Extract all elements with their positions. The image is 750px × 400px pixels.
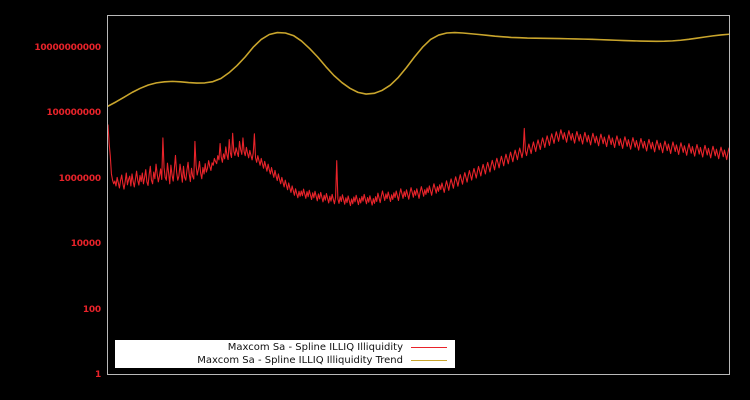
y-tick-label: 1: [94, 370, 101, 380]
y-tick-label: 100: [82, 304, 101, 315]
legend-label-illiquidity-trend: Maxcom Sa - Spline ILLIQ Illiquidity Tre…: [197, 355, 403, 366]
legend-entry-illiquidity: Maxcom Sa - Spline ILLIQ Illiquidity: [115, 341, 455, 354]
y-tick-label: 10000000000: [34, 42, 101, 53]
legend-swatch-illiquidity: [411, 347, 447, 348]
legend-swatch-illiquidity-trend: [411, 360, 447, 361]
series-line-illiquidity: [108, 124, 729, 207]
y-tick-label: 100000000: [46, 108, 101, 119]
series-canvas: [108, 31, 729, 207]
legend-entry-illiquidity-trend: Maxcom Sa - Spline ILLIQ Illiquidity Tre…: [115, 354, 455, 367]
series-line-illiquidity-trend: [108, 31, 729, 107]
legend-label-illiquidity: Maxcom Sa - Spline ILLIQ Illiquidity: [227, 342, 403, 353]
plot-area: [107, 15, 730, 375]
y-tick-label: 10000: [70, 239, 102, 250]
y-axis-tick-labels: 10000000000 100000000 1000000 10000 100 1: [0, 0, 101, 400]
y-tick-label: 1000000: [58, 173, 102, 184]
chart-legend: Maxcom Sa - Spline ILLIQ Illiquidity Max…: [115, 340, 455, 368]
